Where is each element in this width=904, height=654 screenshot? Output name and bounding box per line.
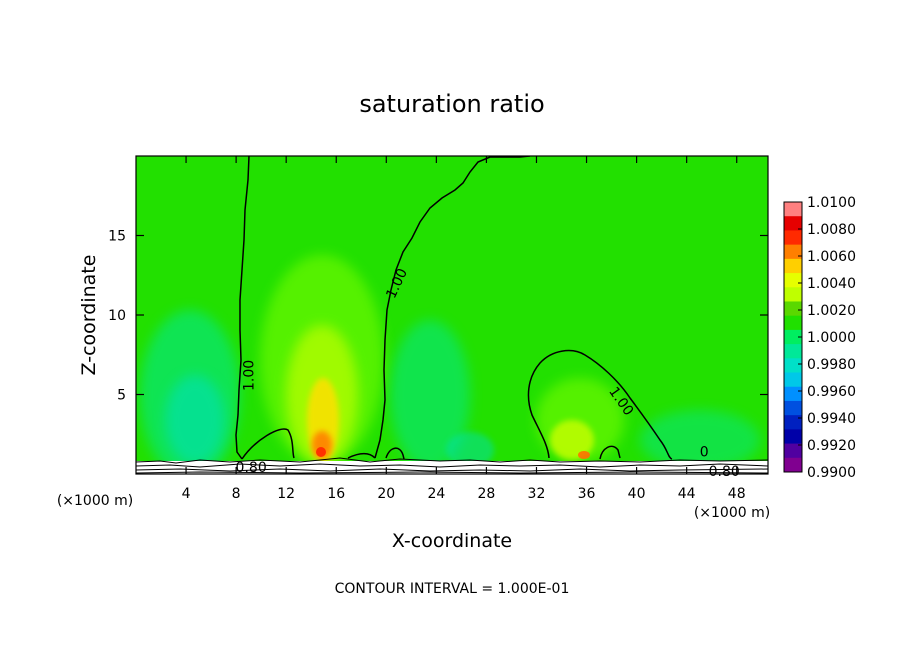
colorbar-swatch [784,358,802,374]
moist-region-left-core [165,375,225,465]
colorbar-label: 0.9920 [807,438,856,454]
colorbar-swatch [784,457,802,473]
contour-label: 0.80 [709,464,740,480]
contour-1-right-dome [527,349,673,460]
moist-region-middle [390,320,470,470]
contour-label-text: 1.00 [242,360,258,391]
contour-label: 0.80 [236,460,267,476]
x-tick-label: 12 [277,486,295,502]
colorbar-label: 0.9980 [807,357,856,373]
colorbar-label: 1.0100 [807,195,856,211]
colorbar-swatch [784,429,802,445]
x-tick-label: 8 [232,486,241,502]
contour-label: 0 [700,445,709,461]
colorbar-swatch [784,258,802,274]
moist-region-right [640,410,760,470]
x-unit-left: (×1000 m) [57,493,133,509]
moist-region-small [446,432,494,468]
colorbar-label: 0.9940 [807,411,856,427]
contour-label-text: 0 [700,445,709,461]
colorbar-label: 0.9960 [807,384,856,400]
colorbar-swatch [784,329,802,345]
colorbar-swatch [784,315,802,331]
y-tick-label: 15 [108,229,126,245]
contour-surface-2 [136,463,768,468]
x-unit-right: (×1000 m) [694,505,770,521]
contour-surface-3 [136,468,768,472]
y-tick-label: 10 [108,308,126,324]
field-shading [140,255,760,474]
x-tick-label: 44 [678,486,696,502]
chart-title: saturation ratio [359,90,544,118]
colorbar-swatch [784,386,802,402]
x-tick-label: 36 [578,486,596,502]
y-tick-label: 5 [117,388,126,404]
x-tick-label: 28 [478,486,496,502]
plume-right-core [578,451,590,459]
contour-label-text: 0.80 [236,460,267,476]
x-tick-label: 16 [327,486,345,502]
x-tick-label: 32 [528,486,546,502]
colorbar-swatch [784,400,802,416]
plume-right-inner [550,420,594,460]
colorbar-label: 1.0000 [807,330,856,346]
colorbar-label: 1.0020 [807,303,856,319]
colorbar-swatch [784,287,802,302]
y-axis-label: Z-coordinate [78,255,100,376]
x-tick-label: 4 [182,486,191,502]
colorbar-swatch [784,443,802,459]
contour-interval-footer: CONTOUR INTERVAL = 1.000E-01 [335,581,570,597]
x-tick-label: 40 [628,486,646,502]
contour-1-small-loop [385,447,405,460]
colorbar-swatch [784,216,802,231]
x-axis-label: X-coordinate [392,530,512,552]
contour-1-left-loop [241,428,295,460]
surface-layer [136,457,768,474]
x-tick-label: 24 [427,486,445,502]
colorbar-swatch [784,415,802,430]
colorbar-swatch [784,202,802,217]
colorbar: 1.0100 1.0080 1.0060 1.0040 1.0020 1.0000 0.99… [783,195,856,481]
colorbar-swatch [784,344,802,359]
contour-1-right-loop [599,445,621,460]
colorbar-swatch [784,273,802,288]
contour-surface-4 [136,471,768,474]
colorbar-label: 1.0060 [807,249,856,265]
colorbar-label: 1.0040 [807,276,856,292]
contour-lines [235,156,673,460]
colorbar-swatch [784,301,802,317]
surface-band [136,461,768,474]
x-tick-label: 20 [377,486,395,502]
colorbar-swatch [784,244,802,260]
plume-left-peak [316,447,326,457]
colorbar-label: 1.0080 [807,222,856,238]
contour-1-left [235,156,250,460]
plot-area: 1.001.001.000.80 0.800 4 8 12 16 20 24 28 32 36 40… [108,155,769,502]
contour-1-bump [347,452,376,459]
x-tick-label: 48 [728,486,746,502]
contour-surface-1 [136,457,768,464]
contour-label: 1.00 [242,360,258,391]
contour-1-middle [374,156,531,459]
colorbar-swatch [784,230,802,246]
colorbar-swatch [784,372,802,388]
colorbar-label: 0.9900 [807,465,856,481]
contour-label-text: 0.80 [709,464,740,480]
